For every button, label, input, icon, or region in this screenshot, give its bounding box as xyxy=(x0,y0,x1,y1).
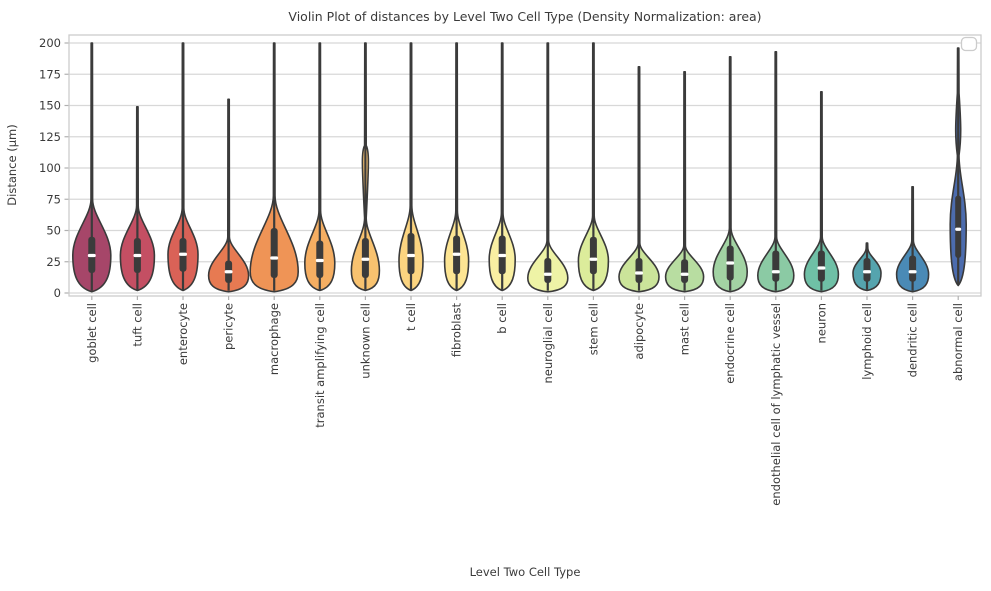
x-tick-label: stem cell xyxy=(586,303,600,355)
x-tick-label: abnormal cell xyxy=(951,303,965,381)
x-tick-label: dendritic cell xyxy=(906,303,920,377)
violin-median-t-cell xyxy=(407,253,415,258)
violin-box-macrophage xyxy=(270,228,278,278)
y-tick-label: 150 xyxy=(39,99,61,113)
violin-box-neuroglial-cell xyxy=(544,258,552,283)
violin-box-lymphoid-cell xyxy=(863,258,871,282)
x-tick-label: transit amplifying cell xyxy=(313,303,327,428)
violin-median-neuron xyxy=(817,266,826,270)
x-axis-title: Level Two Cell Type xyxy=(470,565,581,579)
x-tick-label: endothelial cell of lymphatic vessel xyxy=(769,303,783,506)
x-tick-label: fibroblast xyxy=(450,303,464,358)
y-tick-label: 25 xyxy=(46,255,61,269)
x-tick-label: enterocyte xyxy=(176,303,190,365)
y-tick-label: 125 xyxy=(39,130,61,144)
x-tick-label: neuron xyxy=(814,303,828,343)
x-tick-label: mast cell xyxy=(678,303,692,355)
violin-median-abnormal-cell xyxy=(955,227,962,231)
violin-median-fibroblast xyxy=(452,252,461,256)
violin-median-unknown-cell xyxy=(361,257,370,261)
x-tick-label: unknown cell xyxy=(358,303,372,379)
violin-median-adipocyte xyxy=(635,271,643,275)
x-tick-label: neuroglial cell xyxy=(541,303,555,384)
violin-box-endothelial-cell-of-lymphatic-vessel xyxy=(772,250,780,282)
plot-area: 0 25 50 75 100 125 150 175 200 goblet cell tuft ce… xyxy=(39,34,982,506)
violin-box-dendritic-cell xyxy=(909,255,917,282)
violin-box-neuron xyxy=(817,250,825,282)
y-tick-label: 175 xyxy=(39,67,61,81)
violin-box-t-cell xyxy=(407,233,415,275)
violin-median-stem-cell xyxy=(589,257,598,261)
violin-median-mast-cell xyxy=(680,272,689,276)
y-tick-label: 100 xyxy=(39,161,61,175)
violin-median-endothelial-cell-of-lymphatic-vessel xyxy=(771,270,780,274)
violin-median-goblet-cell xyxy=(87,253,96,258)
violin-median-endocrine-cell xyxy=(726,261,735,265)
x-tick-label: pericyte xyxy=(222,303,236,350)
violin-median-macrophage xyxy=(270,256,279,260)
violin-median-b-cell xyxy=(498,253,507,258)
violin-median-lymphoid-cell xyxy=(863,270,871,274)
violin-median-enterocyte xyxy=(179,252,187,256)
y-tick-label: 0 xyxy=(54,286,61,300)
violin-box-mast-cell xyxy=(681,259,689,283)
y-tick-label: 50 xyxy=(46,224,61,238)
x-tick-label: adipocyte xyxy=(632,303,646,360)
legend-box[interactable] xyxy=(960,36,978,52)
violin-median-transit-amplifying-cell xyxy=(315,258,324,263)
y-tick-label: 75 xyxy=(46,192,61,206)
x-tick-label: tuft cell xyxy=(130,303,144,347)
y-axis-title: Distance (μm) xyxy=(5,124,19,205)
violin-box-adipocyte xyxy=(635,258,643,283)
violin-box-abnormal-cell xyxy=(955,195,962,258)
x-tick-label: t cell xyxy=(404,303,418,331)
axes-frame xyxy=(68,34,982,297)
violin-median-tuft-cell xyxy=(133,253,142,258)
violin-median-dendritic-cell xyxy=(908,270,917,274)
violin-median-pericyte xyxy=(224,270,233,274)
x-tick-label: b cell xyxy=(495,303,509,334)
x-tick-label: goblet cell xyxy=(85,303,99,363)
x-tick-label: macrophage xyxy=(267,303,281,375)
chart-title: Violin Plot of distances by Level Two Ce… xyxy=(288,9,761,24)
violin-box-stem-cell xyxy=(589,236,597,275)
y-tick-label: 200 xyxy=(39,36,61,50)
violin-median-neuroglial-cell xyxy=(543,272,552,276)
x-tick-label: lymphoid cell xyxy=(860,303,874,380)
x-tick-label: endocrine cell xyxy=(723,303,737,384)
